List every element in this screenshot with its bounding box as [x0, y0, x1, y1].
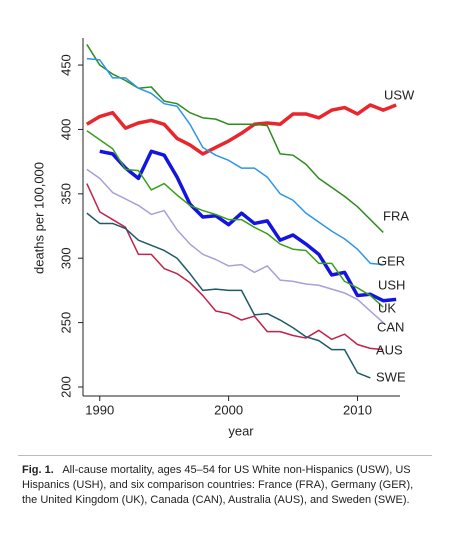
x-tick-label: 2000: [214, 402, 243, 417]
x-tick-label: 1990: [85, 402, 114, 417]
x-axis-label: year: [228, 423, 254, 438]
series-label: USH: [378, 277, 405, 292]
y-tick-label: 200: [58, 376, 73, 398]
series-label: UK: [378, 300, 396, 315]
y-tick-label: 350: [58, 183, 73, 205]
series-line: [86, 183, 384, 351]
series-label: FRA: [383, 208, 409, 223]
divider: [18, 455, 432, 456]
series-line: [86, 212, 371, 379]
series-label: USW: [384, 87, 415, 102]
y-tick-label: 400: [58, 119, 73, 141]
y-axis-label: deaths per 100,000: [31, 162, 46, 274]
series-line: [99, 149, 397, 303]
series-line: [86, 168, 384, 324]
y-tick-label: 250: [58, 312, 73, 334]
caption: Fig. 1. All-cause mortality, ages 45–54 …: [22, 463, 422, 508]
series-label: AUS: [376, 342, 403, 357]
series-line: [85, 103, 397, 156]
x-tick-label: 2010: [343, 402, 372, 417]
series-label: CAN: [377, 319, 404, 334]
series-line: [86, 130, 384, 308]
caption-label: Fig. 1.: [22, 464, 54, 476]
series-label: GER: [377, 253, 405, 268]
series-line: [86, 57, 384, 266]
y-tick-label: 450: [58, 54, 73, 76]
chart: deaths per 100,000 year 200 250 300 350 400 4…: [31, 38, 415, 438]
y-tick-label: 300: [58, 247, 73, 269]
series-label: SWE: [376, 369, 406, 384]
caption-text: All-cause mortality, ages 45–54 for US W…: [22, 464, 414, 506]
